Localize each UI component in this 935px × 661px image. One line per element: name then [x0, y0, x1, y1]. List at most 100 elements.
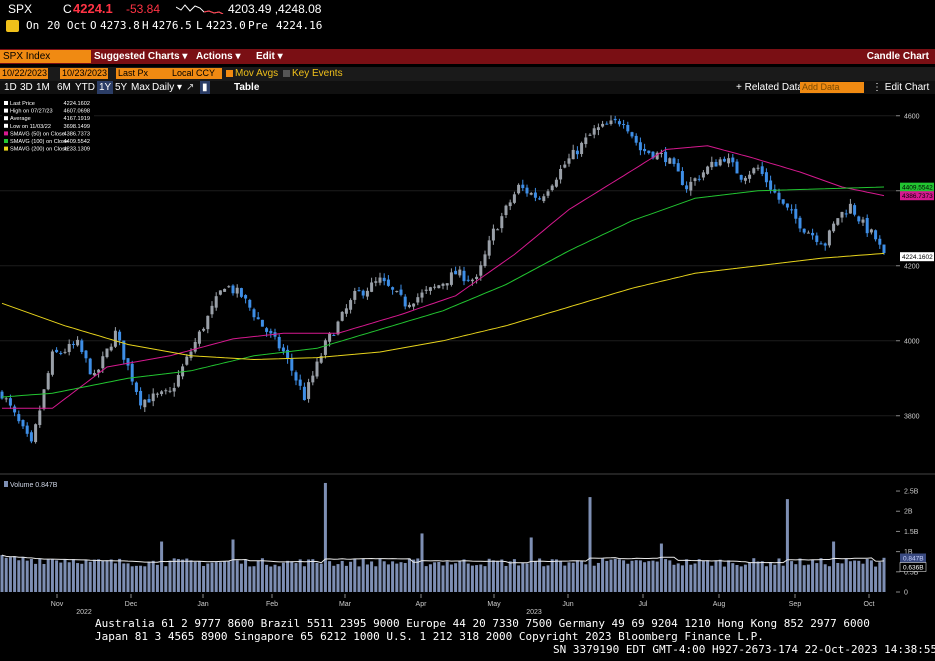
- candle-body: [781, 199, 785, 204]
- field-select[interactable]: Last Px: [116, 68, 170, 79]
- volume-bar: [214, 562, 218, 592]
- volume-bar: [512, 559, 516, 592]
- volume-bar: [206, 563, 210, 592]
- candle-body: [382, 277, 386, 282]
- actions-button[interactable]: Actions ▾: [196, 51, 241, 62]
- edit-button[interactable]: Edit ▾: [256, 51, 283, 62]
- candle-body: [185, 356, 189, 365]
- year-label: 2023: [526, 609, 542, 615]
- month-label: Mar: [339, 601, 352, 608]
- volume-bar: [298, 559, 302, 592]
- candle-body: [538, 198, 542, 200]
- range-bar: 1D 3D 1M 6M YTD 1Y 5Y Max Daily ▾ ↗ ▮ Table + R…: [0, 81, 935, 94]
- candle-body: [298, 379, 302, 386]
- volume-bar: [722, 566, 726, 592]
- candle-chart-icon[interactable]: ▮: [200, 81, 210, 94]
- candle-body: [865, 217, 869, 234]
- moving-averages: [1, 145, 885, 409]
- volume-bar: [466, 563, 470, 592]
- range-1y[interactable]: 1Y: [97, 81, 114, 94]
- range-1d[interactable]: 1D: [4, 82, 17, 93]
- candle-body: [508, 202, 512, 207]
- volume-bar: [605, 560, 609, 592]
- volume-bar: [349, 561, 353, 592]
- add-data-input[interactable]: Add Data: [800, 82, 864, 93]
- volume-legend-swatch: [4, 481, 8, 487]
- volume-bar: [773, 564, 777, 592]
- candle-body: [231, 285, 235, 294]
- candle-body: [512, 194, 516, 203]
- candle-body: [336, 321, 340, 335]
- currency-select[interactable]: Local CCY: [170, 68, 222, 79]
- volume-bar: [487, 558, 491, 592]
- security-field[interactable]: SPX Index: [0, 50, 91, 63]
- range-5y[interactable]: 5Y: [115, 82, 128, 93]
- volume-bar: [59, 562, 63, 592]
- volume-bar: [185, 558, 189, 592]
- legend-swatch: [4, 101, 8, 105]
- volume-bar: [50, 559, 54, 592]
- legend-swatch: [4, 116, 8, 121]
- range-max[interactable]: Max: [131, 82, 150, 93]
- edit-chart-label: Edit Chart: [884, 82, 930, 93]
- price-tick-label: 4200: [904, 263, 920, 270]
- candle-body: [307, 382, 311, 399]
- volume-bar: [197, 561, 201, 592]
- legend-value: 4224.1602: [64, 101, 90, 107]
- candle-body: [756, 167, 760, 169]
- candle-body: [8, 398, 12, 406]
- candle-chart[interactable]: 38004000420044004600 4409.55424386.73734…: [0, 95, 935, 615]
- month-label: Dec: [125, 601, 138, 608]
- start-date-field[interactable]: 10/22/2023: [0, 68, 48, 79]
- volume-bar: [336, 564, 340, 592]
- range-ytd[interactable]: YTD: [75, 82, 95, 93]
- volume-tags: 0.847B 0.636B: [899, 553, 927, 572]
- close-flag: C: [63, 2, 72, 16]
- volume-bar: [290, 561, 294, 592]
- key-events-label[interactable]: Key Events: [292, 68, 343, 79]
- candle-body: [101, 356, 105, 369]
- range-1m[interactable]: 1M: [36, 82, 50, 93]
- period-select[interactable]: Daily ▾: [152, 82, 183, 93]
- candle-body: [542, 196, 546, 202]
- table-button[interactable]: Table: [234, 82, 260, 93]
- candle-body: [449, 272, 453, 285]
- legend-value: 4409.5542: [64, 139, 90, 145]
- legend-swatch: [4, 139, 8, 143]
- candle-body: [517, 184, 521, 194]
- candle-body: [823, 243, 827, 246]
- volume-tick-label: 2B: [904, 509, 913, 516]
- month-label: Aug: [713, 601, 726, 608]
- end-date-field[interactable]: 10/23/2023: [60, 68, 108, 79]
- volume-bar: [378, 558, 382, 592]
- mov-avgs-checkbox[interactable]: [226, 70, 233, 77]
- candle-body: [252, 309, 256, 318]
- time-axis: Nov Dec Jan Feb Mar Apr May Jun Jul Aug Sep Oct 2022…: [51, 594, 874, 615]
- volume-bar: [319, 563, 323, 592]
- last-price: 4224.1: [73, 1, 113, 16]
- suggested-charts-button[interactable]: Suggested Charts ▾: [94, 51, 188, 62]
- candle-body: [458, 269, 462, 276]
- mov-avgs-label[interactable]: Mov Avgs: [235, 68, 279, 79]
- candle-body: [302, 386, 306, 401]
- line-chart-icon[interactable]: ↗: [186, 82, 195, 93]
- ticker[interactable]: SPX: [8, 2, 33, 16]
- edit-chart-button[interactable]: ⋮ Edit Chart: [872, 82, 930, 93]
- volume-bar: [731, 563, 735, 592]
- volume-bar: [134, 565, 138, 592]
- volume-bar: [823, 564, 827, 592]
- volume-bar: [496, 560, 500, 592]
- candle-body: [601, 123, 605, 127]
- key-events-checkbox[interactable]: [283, 70, 290, 77]
- candle-body: [710, 161, 714, 168]
- candle-body: [374, 281, 378, 283]
- volume-bar: [827, 566, 831, 592]
- month-label: Jun: [562, 601, 573, 608]
- candle-body: [722, 158, 726, 162]
- volume-bar: [97, 559, 101, 592]
- volume-bar: [294, 563, 298, 592]
- range-3d[interactable]: 3D: [20, 82, 33, 93]
- candle-body: [281, 347, 285, 352]
- range-6m[interactable]: 6M: [57, 82, 71, 93]
- candle-body: [248, 299, 252, 308]
